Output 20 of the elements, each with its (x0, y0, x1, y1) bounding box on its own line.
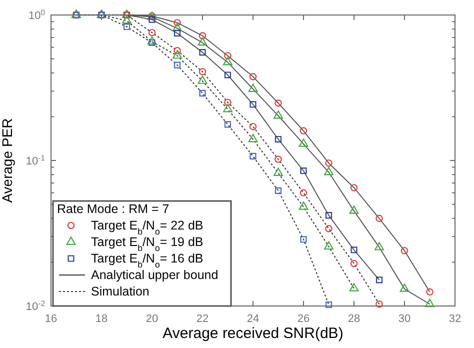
legend-label: Target E$_{b}$/N$_{o}$= 19 dB (91, 235, 204, 253)
y-tick-label: 10$^{-2}$ (26, 298, 45, 313)
annotation: Simulation (91, 284, 150, 298)
x-tick-label: 26 (297, 312, 310, 325)
legend-label: Target E$_{b}$/N$_{o}$= 22 dB (91, 218, 204, 236)
y-axis-title: Average PER (0, 118, 15, 203)
annotation: Analytical upper bound (91, 268, 218, 282)
x-tick-label: 20 (146, 312, 158, 325)
x-tick-label: 32 (448, 312, 462, 325)
x-tick-label: 30 (398, 312, 411, 325)
x-tick-label: 16 (44, 312, 58, 325)
x-tick-label: 28 (348, 312, 360, 325)
y-tick-label: 10$^{-1}$ (26, 152, 45, 168)
x-tick-label: 22 (196, 312, 209, 325)
legend-label: Target E$_{b}$/N$_{o}$= 16 dB (91, 252, 204, 270)
y-tick-label: 10$^{0}$ (28, 7, 45, 22)
x-tick-label: 24 (246, 312, 260, 325)
x-axis-title: Average received SNR(dB) (162, 325, 344, 342)
x-tick-label: 18 (95, 312, 108, 325)
legend-title: Rate Mode : RM = 7 (57, 202, 170, 216)
